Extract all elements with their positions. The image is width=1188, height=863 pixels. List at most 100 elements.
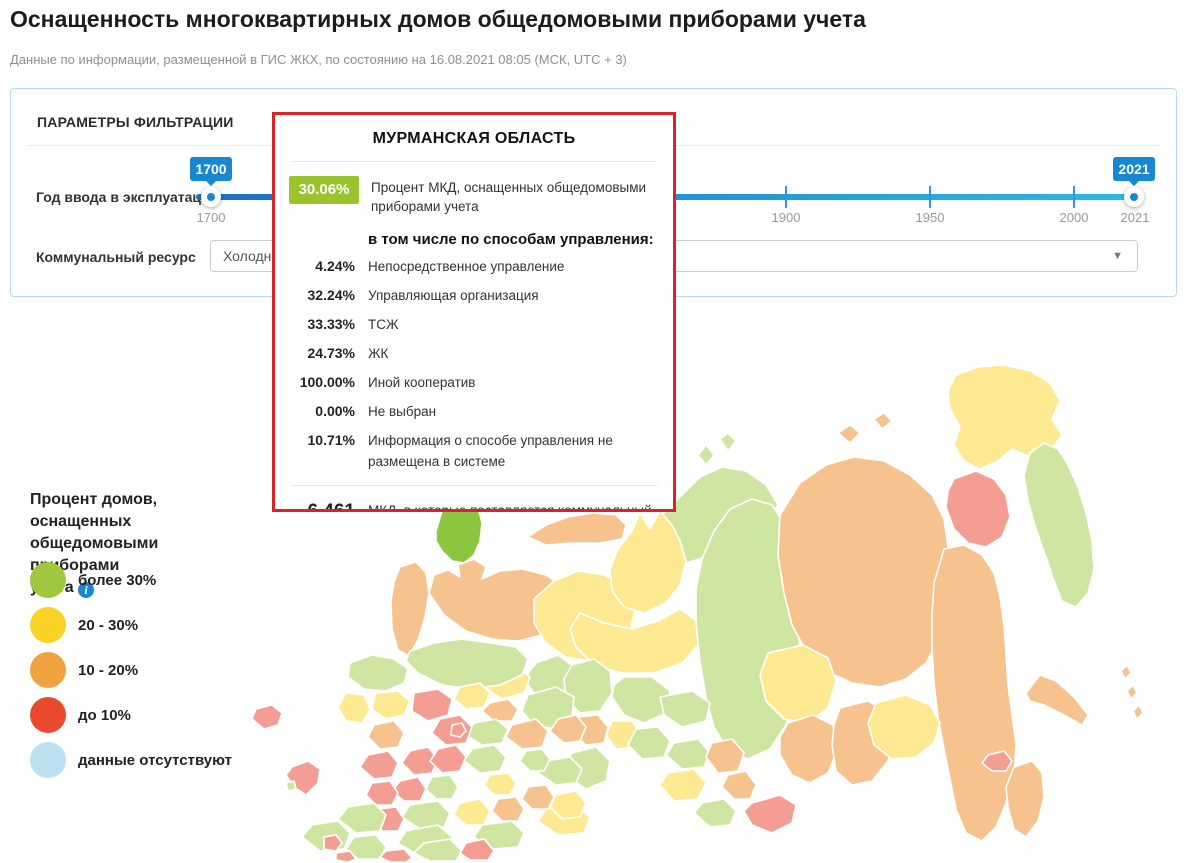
region-astrakhan[interactable] xyxy=(459,838,495,861)
tick-label-1950: 1950 xyxy=(915,210,945,225)
region-severnaya-zemlya-1[interactable] xyxy=(697,444,715,466)
slider-badge-max: 2021 xyxy=(1113,157,1155,186)
region-tomsk[interactable] xyxy=(659,690,711,728)
legend-label-yellow: 20 - 30% xyxy=(78,617,139,634)
tooltip-row: 24.73% ЖК xyxy=(275,343,673,364)
region-omsk[interactable] xyxy=(627,726,671,760)
region-altai-rep[interactable] xyxy=(693,798,737,828)
region-vladimir[interactable] xyxy=(465,718,509,746)
region-leningrad[interactable] xyxy=(347,654,409,692)
row-label: Непосредственное управление xyxy=(368,259,565,274)
region-udmurtia[interactable] xyxy=(549,714,587,744)
region-severnaya-zemlya-2[interactable] xyxy=(719,432,737,452)
region-stavropol[interactable] xyxy=(345,834,387,860)
region-novosibirskie-ostrova-2[interactable] xyxy=(873,412,893,430)
row-label: ЖК xyxy=(368,346,389,361)
row-label: ТСЖ xyxy=(368,317,399,332)
info-icon[interactable]: i xyxy=(78,582,95,598)
slider-handle-min[interactable] xyxy=(201,187,221,207)
region-novosibirsk[interactable] xyxy=(665,738,711,770)
region-khanty-mansi[interactable] xyxy=(569,608,699,674)
legend-dot-orange xyxy=(30,652,66,688)
region-tula[interactable] xyxy=(429,744,467,774)
russia-map[interactable] xyxy=(228,363,1188,863)
tooltip-percent-badge: 30.06% xyxy=(289,176,359,204)
region-ulyanovsk[interactable] xyxy=(521,784,555,810)
region-tver[interactable] xyxy=(411,688,453,722)
region-irkutsk[interactable] xyxy=(759,644,837,724)
region-kursk[interactable] xyxy=(365,780,399,806)
tooltip-total-row: 6 461 МКД, в которые поставляется коммун… xyxy=(275,501,673,512)
region-tuva[interactable] xyxy=(743,794,797,834)
region-mordovia[interactable] xyxy=(483,772,517,796)
region-nenets-ao[interactable] xyxy=(527,512,627,546)
chevron-down-icon: ▼ xyxy=(1112,250,1123,262)
region-karelia[interactable] xyxy=(390,561,430,657)
region-kemerovo[interactable] xyxy=(705,738,745,774)
region-sakhalin[interactable] xyxy=(1025,674,1089,726)
region-kaliningrad[interactable] xyxy=(251,704,283,730)
region-buryatia[interactable] xyxy=(779,714,839,784)
region-novosibirskie-ostrova-1[interactable] xyxy=(837,424,861,444)
region-yamal[interactable] xyxy=(609,510,687,614)
region-sevastopol[interactable] xyxy=(285,780,297,792)
slider-handle-max[interactable] xyxy=(1124,187,1144,207)
region-khakassia[interactable] xyxy=(721,770,757,800)
slider-handle-min-dot xyxy=(207,193,215,201)
tooltip-region-title: МУРМАНСКАЯ ОБЛАСТЬ xyxy=(372,130,576,147)
region-kurily-3[interactable] xyxy=(1132,704,1144,720)
region-sverdlovsk[interactable] xyxy=(563,658,613,714)
legend-label-nodata: данные отсутствуют xyxy=(78,752,232,769)
region-adygea[interactable] xyxy=(323,834,343,852)
page-subtitle: Данные по информации, размещенной в ГИС … xyxy=(10,52,627,67)
region-ivanovo[interactable] xyxy=(481,698,519,722)
region-mari-el[interactable] xyxy=(519,748,551,772)
region-primorye[interactable] xyxy=(1005,760,1045,838)
region-kalmykia[interactable] xyxy=(413,838,463,862)
region-samara[interactable] xyxy=(549,790,587,820)
legend-dot-yellow xyxy=(30,607,66,643)
region-jewish-ao[interactable] xyxy=(981,750,1013,772)
region-khabarovsk[interactable] xyxy=(931,544,1017,842)
region-kurily-1[interactable] xyxy=(1120,664,1132,680)
region-altai-krai[interactable] xyxy=(659,768,707,802)
region-penza[interactable] xyxy=(491,796,525,822)
region-lipetsk[interactable] xyxy=(425,774,459,800)
row-value: 10.71% xyxy=(307,432,355,448)
legend-dot-green xyxy=(30,562,66,598)
row-value: 32.24% xyxy=(307,287,355,303)
region-nizhny-novgorod[interactable] xyxy=(505,718,549,750)
row-value: 100.00% xyxy=(299,374,355,390)
tick-label-2000: 2000 xyxy=(1059,210,1089,225)
region-tatarstan[interactable] xyxy=(537,756,583,786)
region-voronezh[interactable] xyxy=(401,800,451,830)
region-kurily-2[interactable] xyxy=(1126,684,1138,700)
region-dagestan[interactable] xyxy=(379,848,413,863)
tooltip-row: 100.00% Иной кооператив xyxy=(275,372,673,393)
region-kaluga[interactable] xyxy=(401,746,439,776)
row-label: Управляющая организация xyxy=(368,288,539,303)
region-tyumen[interactable] xyxy=(611,676,671,724)
region-pskov[interactable] xyxy=(337,692,371,724)
tooltip-row: 0.00% Не выбран xyxy=(275,401,673,422)
row-label: Иной кооператив xyxy=(368,375,476,390)
region-novgorod[interactable] xyxy=(371,690,411,720)
region-tambov[interactable] xyxy=(453,798,491,826)
legend-dot-nodata xyxy=(30,742,66,778)
region-kamchatka[interactable] xyxy=(1023,442,1095,608)
region-bryansk[interactable] xyxy=(359,750,399,780)
region-caucasus[interactable] xyxy=(335,850,357,863)
tick-label-1900: 1900 xyxy=(771,210,801,225)
region-magadan[interactable] xyxy=(945,470,1011,548)
region-amur[interactable] xyxy=(867,694,941,760)
region-ryazan[interactable] xyxy=(463,744,507,774)
page-title: Оснащенность многоквартирных домов общед… xyxy=(10,6,866,32)
region-rostov[interactable] xyxy=(337,802,387,834)
region-oryol[interactable] xyxy=(391,776,427,802)
region-yaroslavl[interactable] xyxy=(453,682,491,710)
region-moscow-city[interactable] xyxy=(450,722,467,738)
tooltip-total-value: 6 461 xyxy=(307,501,355,512)
region-smolensk[interactable] xyxy=(367,720,405,750)
row-label: Информация о способе управления не разме… xyxy=(368,433,613,469)
region-vologda[interactable] xyxy=(405,638,529,690)
